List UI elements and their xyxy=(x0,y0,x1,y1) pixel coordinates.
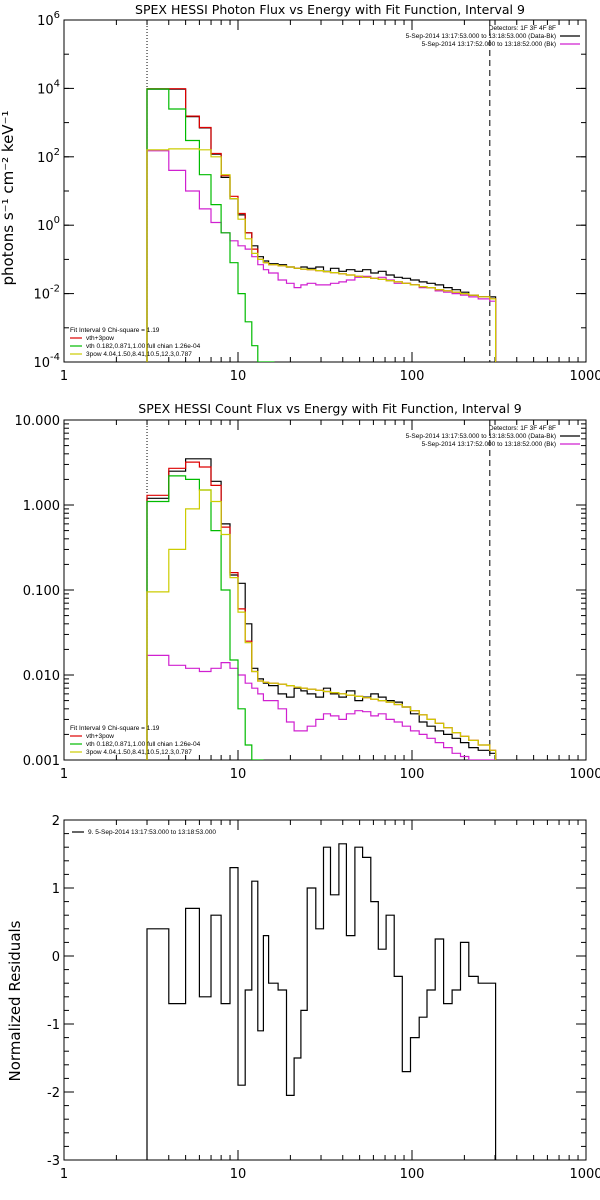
photon-flux-x-tick-label: 1 xyxy=(60,369,68,384)
count-flux-x-tick-label: 1000 xyxy=(569,767,600,782)
residuals-y-tick-label: -3 xyxy=(47,1154,60,1169)
count-flux-y-tick-label: 1.000 xyxy=(23,499,60,514)
count-flux-x-tick-label: 1 xyxy=(60,767,68,782)
residuals-y-label: Normalized Residuals xyxy=(6,920,24,1081)
count-flux-y-tick-label: 0.001 xyxy=(23,754,60,769)
count-flux-series-3pow xyxy=(146,489,497,760)
photon-flux-y-tick-label: 10-4 xyxy=(33,352,60,371)
residuals-x-tick-label: 100 xyxy=(400,1167,425,1182)
residuals-panel: Normalized Residuals 1 10 100 1000 -3 -2 -1 0 1 2… xyxy=(6,814,600,1182)
count-flux-y-tick-label: 0.100 xyxy=(23,584,60,599)
count-flux-legend-entry: 3pow 4.04,1.50,8.41,10.5,12.3,0.787 xyxy=(86,749,192,756)
photon-flux-y-tick-label: 106 xyxy=(37,10,60,29)
photon-flux-legend-entry: vth 0.182,0.871,1.00 full chian 1.26e-04 xyxy=(86,343,201,350)
residuals-y-tick-label: 2 xyxy=(52,814,60,829)
residuals-legend-entry: 9. 5-Sep-2014 13:17:53.000 to 13:18:53.0… xyxy=(88,829,216,836)
count-flux-legend-entry: 5-Sep-2014 13:17:53.000 to 13:18:53.000 … xyxy=(406,433,556,440)
count-flux-y-tick-label: 0.010 xyxy=(23,669,60,684)
residuals-y-tick-label: 1 xyxy=(52,882,60,897)
photon-flux-y-tick-label: 10-2 xyxy=(33,284,60,303)
residuals-series-9 xyxy=(146,843,497,1160)
photon-flux-legend-entry: 3pow 4.04,1.50,8.41,10.5,12.3,0.787 xyxy=(86,351,192,358)
residuals-x-tick-label: 10 xyxy=(230,1167,247,1182)
photon-flux-series-vth-3pow xyxy=(146,88,497,362)
residuals-y-tick-label: -1 xyxy=(47,1018,60,1033)
residuals-plot-frame xyxy=(63,819,587,1161)
photon-flux-legend-entry: vth+3pow xyxy=(86,335,114,342)
photon-flux-x-tick-label: 10 xyxy=(230,369,247,384)
residuals-y-tick-label: 0 xyxy=(52,950,60,965)
count-flux-panel: SPEX HESSI Count Flux vs Energy with Fit… xyxy=(15,401,600,782)
photon-flux-legend-entry: 5-Sep-2014 13:17:52.000 to 13:18:52.000 … xyxy=(422,41,556,48)
count-flux-legend-entry: vth 0.182,0.871,1.00 full chian 1.26e-04 xyxy=(86,741,201,748)
residuals-x-tick-label: 1 xyxy=(60,1167,68,1182)
count-flux-series-vth xyxy=(146,475,264,760)
residuals-y-tick-label: -2 xyxy=(47,1086,60,1101)
photon-flux-series-vth xyxy=(146,88,275,362)
photon-flux-y-tick-label: 100 xyxy=(37,215,60,234)
photon-flux-y-tick-label: 104 xyxy=(37,78,60,97)
photon-flux-plot-frame xyxy=(63,19,587,363)
count-flux-legend-entry: 5-Sep-2014 13:17:52.000 to 13:18:52.000 … xyxy=(422,441,556,448)
photon-flux-x-tick-label: 1000 xyxy=(569,369,600,384)
count-flux-plot-frame xyxy=(63,419,587,761)
photon-flux-legend-entry: Detectors: 1F 3F 4F 8F xyxy=(489,25,556,32)
photon-flux-series-bk xyxy=(146,150,497,362)
photon-flux-panel: SPEX HESSI Photon Flux vs Energy with Fi… xyxy=(0,2,600,384)
count-flux-series-bk xyxy=(146,654,496,760)
count-flux-legend-entry: Fit Interval 9 Chi-square = 1.19 xyxy=(70,725,160,732)
photon-flux-series-3pow xyxy=(146,148,497,362)
count-flux-title: SPEX HESSI Count Flux vs Energy with Fit… xyxy=(138,401,521,416)
photon-flux-x-tick-label: 100 xyxy=(400,369,425,384)
count-flux-x-tick-label: 10 xyxy=(230,767,247,782)
count-flux-legend-entry: Detectors: 1F 3F 4F 8F xyxy=(489,425,556,432)
count-flux-x-tick-label: 100 xyxy=(400,767,425,782)
photon-flux-series-data-bk xyxy=(146,88,497,362)
photon-flux-legend-entry: Fit Interval 9 Chi-square = 1.19 xyxy=(70,327,160,334)
photon-flux-y-label: photons s⁻¹ cm⁻² keV⁻¹ xyxy=(0,111,17,286)
residuals-x-tick-label: 1000 xyxy=(569,1167,600,1182)
photon-flux-legend-entry: 5-Sep-2014 13:17:53.000 to 13:18:53.000 … xyxy=(406,33,556,40)
photon-flux-title: SPEX HESSI Photon Flux vs Energy with Fi… xyxy=(135,2,525,17)
count-flux-y-tick-label: 10.000 xyxy=(15,414,61,429)
count-flux-legend-entry: vth+3pow xyxy=(86,733,114,740)
photon-flux-y-tick-label: 102 xyxy=(37,147,60,166)
